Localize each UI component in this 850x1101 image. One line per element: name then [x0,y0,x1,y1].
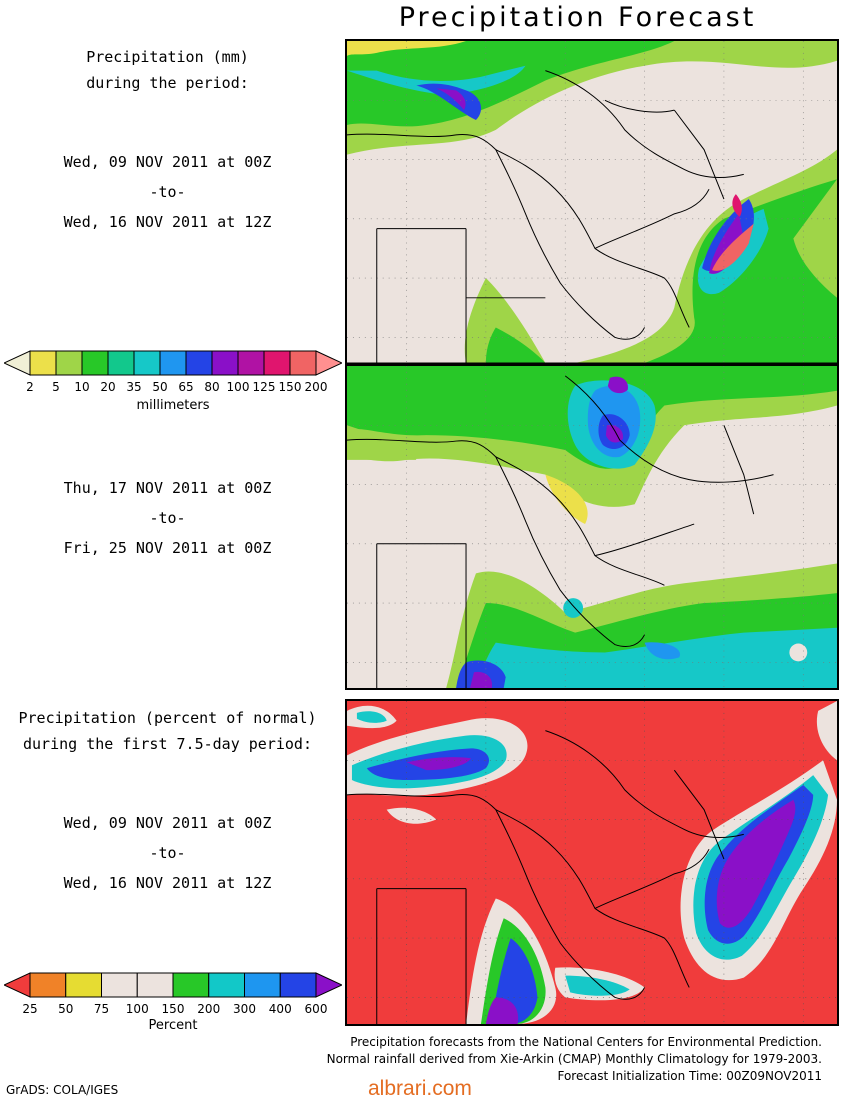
precip-map-week2 [347,366,837,688]
mm-legend-swatch [133,350,161,376]
panel2-start: Thu, 17 NOV 2011 at 00Z [63,479,272,497]
percent-legend-swatch [279,972,317,998]
percent-legend: 25 50 75 100 150 200 300 400 600 Percent [2,972,344,1038]
credits-line1: Precipitation forecasts from the Nationa… [350,1035,822,1049]
mm-legend-swatch [159,350,187,376]
percent-legend-tick-label: 300 [233,1002,256,1016]
mm-colorbar [2,350,344,376]
percent-legend-swatch [244,972,281,998]
mm-legend-tick-label: 200 [304,380,328,394]
percent-legend-swatch [172,972,210,998]
mm-legend-tick-label: 35 [126,380,142,394]
mm-legend-swatch [55,350,83,376]
percent-legend-tick-label: 25 [22,1002,38,1016]
percent-legend-arrow-low [2,972,31,998]
percent-legend-swatch [136,972,174,998]
mm-legend-swatch [29,350,57,376]
percent-legend-tick-label: 600 [304,1002,328,1016]
percent-legend-tick-label: 400 [268,1002,292,1016]
mm-legend-arrow-low [2,350,31,376]
mm-legend: 2 5 10 20 35 50 65 80 100 125 150 200 millimeters [2,350,344,420]
mm-legend-tick-label: 125 [252,380,276,394]
percent-legend-unit: Percent [148,1018,198,1033]
percent-legend-swatch [65,972,102,998]
panel1-caption: Precipitation (mm) during the period: [0,42,335,98]
panel3-end: Wed, 16 NOV 2011 at 12Z [63,874,272,892]
mm-legend-tick-label: 80 [204,380,220,394]
mm-legend-tick-label: 100 [226,380,250,394]
percent-colorbar [2,972,344,998]
panel2-end: Fri, 25 NOV 2011 at 00Z [63,539,272,557]
mm-legend-swatch [263,350,291,376]
map-panel-week2 [345,364,839,690]
mm-legend-tick-label: 65 [178,380,194,394]
panel1-start: Wed, 09 NOV 2011 at 00Z [63,153,272,171]
mm-legend-swatch [81,350,109,376]
mm-legend-swatch [185,350,213,376]
percent-normal-map [347,701,837,1024]
credits-line2: Normal rainfall derived from Xie-Arkin (… [326,1052,822,1066]
percent-legend-swatch [29,972,67,998]
panel3-start: Wed, 09 NOV 2011 at 00Z [63,814,272,832]
mm-legend-swatch [237,350,265,376]
mm-legend-swatch [107,350,135,376]
percent-legend-tick-label: 150 [161,1002,185,1016]
mm-legend-tick-label: 5 [52,380,60,394]
panel3-caption: Precipitation (percent of normal) during… [0,703,335,759]
percent-legend-tick-label: 75 [93,1002,110,1016]
percent-legend-tick-label: 50 [58,1002,74,1016]
panel3-caption-line2: during the first 7.5-day period: [23,735,312,753]
percent-legend-tick-label: 100 [125,1002,149,1016]
panel2-period: Thu, 17 NOV 2011 at 00Z -to- Fri, 25 NOV… [0,473,335,563]
panel1-caption-line2: during the period: [86,74,249,92]
percent-legend-arrow-high [315,972,344,998]
panel1-period: Wed, 09 NOV 2011 at 00Z -to- Wed, 16 NOV… [0,147,335,237]
percent-legend-tick-label: 200 [197,1002,221,1016]
panel2-sep: -to- [149,509,186,527]
panel1-sep: -to- [149,183,186,201]
map-panel-percent-normal [345,699,839,1026]
mm-legend-unit: millimeters [136,398,210,413]
mm-legend-tick-label: 150 [278,380,302,394]
panel3-sep: -to- [149,844,186,862]
percent-legend-swatch [101,972,138,998]
credits-line3: Forecast Initialization Time: 00Z09NOV20… [557,1069,822,1083]
mm-legend-tick-label: 2 [26,380,34,394]
precip-map-week1 [347,41,837,363]
map-panel-week1 [345,39,839,365]
panel3-caption-line1: Precipitation (percent of normal) [18,709,317,727]
watermark: albrari.com [368,1077,472,1100]
page-title: Precipitation Forecast [398,2,757,33]
mm-legend-tick-label: 50 [152,380,168,394]
mm-legend-swatch [211,350,239,376]
panel1-end: Wed, 16 NOV 2011 at 12Z [63,213,272,231]
panel1-caption-line1: Precipitation (mm) [86,48,249,66]
mm-legend-tick-label: 20 [100,380,116,394]
software-credit: GrADS: COLA/IGES [6,1083,119,1097]
panel3-period: Wed, 09 NOV 2011 at 00Z -to- Wed, 16 NOV… [0,808,335,898]
percent-legend-swatch [208,972,245,998]
mm-legend-swatch [289,350,317,376]
credits: Precipitation forecasts from the Nationa… [292,1034,822,1085]
mm-legend-tick-label: 10 [74,380,90,394]
mm-legend-arrow-high [315,350,344,376]
